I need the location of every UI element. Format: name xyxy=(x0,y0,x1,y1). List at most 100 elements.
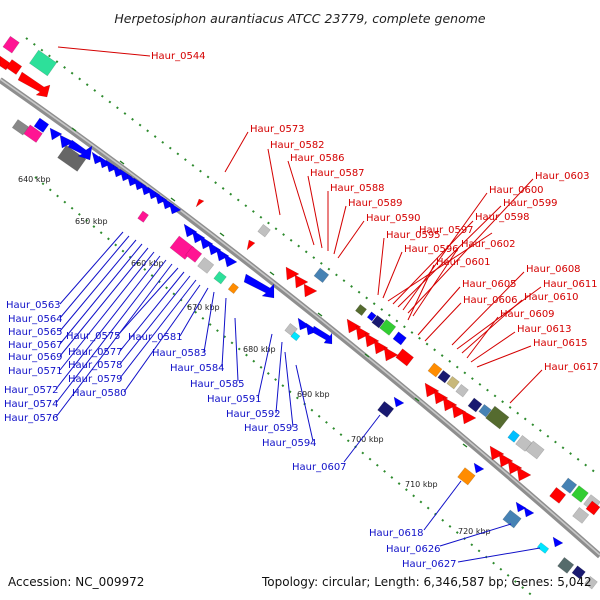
gene-label[interactable]: Haur_0595 xyxy=(386,230,441,241)
gene-feature[interactable] xyxy=(557,557,575,574)
gene-label[interactable]: Haur_0598 xyxy=(475,212,530,223)
gene-feature[interactable] xyxy=(185,246,203,263)
gene-feature[interactable] xyxy=(29,49,57,77)
gene-label[interactable]: Haur_0563 xyxy=(6,300,61,311)
gene-label[interactable]: Haur_0610 xyxy=(524,292,579,303)
gene-feature[interactable] xyxy=(523,506,535,518)
gene-label[interactable]: Haur_0609 xyxy=(500,309,555,320)
gene-feature[interactable] xyxy=(227,282,239,294)
gene-feature[interactable] xyxy=(379,319,397,336)
gene-label[interactable]: Haur_0597 xyxy=(419,225,474,236)
gene-label[interactable]: Haur_0589 xyxy=(348,198,403,209)
gene-label[interactable]: Haur_0605 xyxy=(462,279,517,290)
gene-feature[interactable] xyxy=(572,507,590,524)
gene-feature[interactable] xyxy=(197,257,215,274)
gene-feature[interactable] xyxy=(23,124,43,143)
gene-label[interactable]: Haur_0601 xyxy=(436,257,491,268)
gene-feature[interactable] xyxy=(457,467,476,486)
gene-label[interactable]: Haur_0587 xyxy=(310,168,365,179)
gene-feature[interactable] xyxy=(243,273,275,299)
gene-feature[interactable] xyxy=(515,501,527,513)
gene-feature[interactable] xyxy=(377,401,395,418)
gene-feature[interactable] xyxy=(294,274,309,289)
gene-feature[interactable] xyxy=(195,198,205,208)
gene-feature[interactable] xyxy=(552,536,564,548)
gene-label[interactable]: Haur_0583 xyxy=(152,348,207,359)
gene-feature[interactable] xyxy=(507,430,520,443)
gene-label[interactable]: Haur_0578 xyxy=(68,360,123,371)
gene-label[interactable]: Haur_0627 xyxy=(402,559,457,570)
gene-feature[interactable] xyxy=(571,565,586,580)
gene-label[interactable]: Haur_0572 xyxy=(4,385,59,396)
gene-feature[interactable] xyxy=(549,487,567,504)
gene-feature[interactable] xyxy=(525,440,545,460)
gene-feature[interactable] xyxy=(442,396,458,412)
gene-feature[interactable] xyxy=(257,224,271,238)
gene-feature[interactable] xyxy=(290,331,301,342)
gene-feature[interactable] xyxy=(585,500,600,516)
gene-feature[interactable] xyxy=(285,266,300,281)
gene-feature[interactable] xyxy=(373,339,389,355)
gene-label[interactable]: Haur_0613 xyxy=(517,324,572,335)
gene-feature[interactable] xyxy=(392,331,407,346)
gene-feature[interactable] xyxy=(311,325,333,345)
gene-label[interactable]: Haur_0575 xyxy=(66,331,121,342)
gene-feature[interactable] xyxy=(183,223,198,238)
gene-feature[interactable] xyxy=(346,318,362,334)
gene-label[interactable]: Haur_0564 xyxy=(8,314,63,325)
gene-label[interactable]: Haur_0573 xyxy=(250,124,305,135)
gene-label[interactable]: Haur_0581 xyxy=(128,332,183,343)
gene-feature[interactable] xyxy=(313,267,330,283)
gene-feature[interactable] xyxy=(498,452,514,468)
gene-label[interactable]: Haur_0590 xyxy=(366,213,421,224)
gene-label[interactable]: Haur_0596 xyxy=(404,244,459,255)
gene-feature[interactable] xyxy=(49,127,63,141)
gene-feature[interactable] xyxy=(461,409,477,425)
gene-feature[interactable] xyxy=(5,59,23,75)
gene-feature[interactable] xyxy=(451,403,467,419)
gene-label[interactable]: Haur_0577 xyxy=(68,347,123,358)
gene-feature[interactable] xyxy=(395,348,414,367)
gene-feature[interactable] xyxy=(473,462,485,474)
gene-feature[interactable] xyxy=(561,477,578,494)
gene-feature[interactable] xyxy=(516,466,532,482)
gene-feature[interactable] xyxy=(207,241,222,256)
gene-label[interactable]: Haur_0608 xyxy=(526,264,581,275)
gene-feature[interactable] xyxy=(213,271,227,285)
gene-feature[interactable] xyxy=(355,325,371,341)
gene-label[interactable]: Haur_0576 xyxy=(4,413,59,424)
gene-label[interactable]: Haur_0599 xyxy=(503,198,558,209)
gene-feature[interactable] xyxy=(57,145,87,172)
gene-label[interactable]: Haur_0579 xyxy=(68,374,123,385)
gene-label[interactable]: Haur_0569 xyxy=(8,352,63,363)
gene-label[interactable]: Haur_0565 xyxy=(8,327,63,338)
gene-label[interactable]: Haur_0600 xyxy=(489,185,544,196)
gene-feature[interactable] xyxy=(11,119,29,136)
gene-feature[interactable] xyxy=(571,485,589,503)
gene-feature[interactable] xyxy=(366,311,377,322)
gene-feature[interactable] xyxy=(33,117,50,133)
gene-feature[interactable] xyxy=(478,404,492,418)
gene-label[interactable]: Haur_0567 xyxy=(8,340,63,351)
gene-feature[interactable] xyxy=(485,405,510,430)
gene-feature[interactable] xyxy=(223,253,238,268)
gene-label[interactable]: Haur_0584 xyxy=(170,363,225,374)
gene-feature[interactable] xyxy=(67,139,93,161)
gene-feature[interactable] xyxy=(191,229,206,244)
gene-label[interactable]: Haur_0611 xyxy=(543,279,598,290)
gene-label[interactable]: Haur_0626 xyxy=(386,544,441,555)
gene-label[interactable]: Haur_0580 xyxy=(72,388,127,399)
gene-feature[interactable] xyxy=(215,247,230,262)
gene-feature[interactable] xyxy=(393,396,405,408)
gene-label[interactable]: Haur_0544 xyxy=(151,51,206,62)
gene-feature[interactable] xyxy=(59,134,75,149)
gene-feature[interactable] xyxy=(427,362,443,378)
gene-feature[interactable] xyxy=(199,235,214,250)
gene-feature[interactable] xyxy=(446,376,460,390)
gene-feature[interactable] xyxy=(168,201,182,215)
gene-feature[interactable] xyxy=(2,35,20,54)
gene-label[interactable]: Haur_0588 xyxy=(330,183,385,194)
gene-feature[interactable] xyxy=(383,346,399,362)
gene-feature[interactable] xyxy=(137,210,149,223)
gene-feature[interactable] xyxy=(17,71,51,98)
